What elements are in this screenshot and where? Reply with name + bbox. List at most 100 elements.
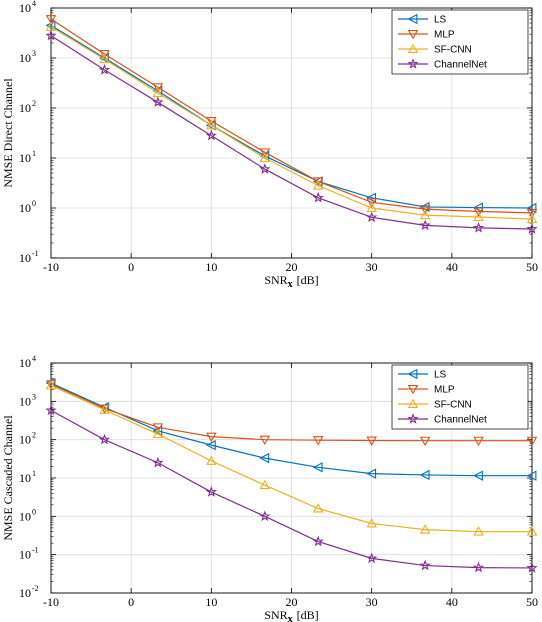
y-tick-label: 10 3 bbox=[19, 392, 36, 408]
data-point bbox=[152, 87, 164, 97]
data-point bbox=[419, 524, 431, 534]
data-point bbox=[312, 177, 324, 187]
data-point bbox=[259, 479, 271, 490]
series-channelnet bbox=[45, 404, 538, 573]
x-tick-label: 10 bbox=[205, 595, 217, 609]
series-channelnet bbox=[45, 29, 538, 234]
x-axis-label-main: SNR bbox=[264, 608, 287, 622]
y-tick-label: 10 4 bbox=[19, 0, 36, 15]
y-tick-exponent: 2 bbox=[32, 431, 36, 440]
legend-item-ls: LS bbox=[398, 368, 447, 381]
data-point bbox=[259, 452, 270, 464]
x-tick-label: 40 bbox=[446, 595, 458, 609]
y-tick-label: 10 4 bbox=[19, 354, 36, 370]
legend-label: ChannelNet bbox=[434, 60, 487, 71]
legend-marker bbox=[407, 58, 419, 69]
y-tick-exponent: 3 bbox=[32, 392, 36, 401]
y-tick-base: 10 bbox=[19, 509, 31, 523]
legend-label: MLP bbox=[434, 385, 455, 396]
y-tick-exponent: -1 bbox=[32, 249, 39, 258]
legend-box bbox=[391, 9, 529, 75]
data-point bbox=[366, 198, 377, 208]
data-point bbox=[205, 129, 217, 141]
legend-item-channelnet: ChannelNet bbox=[398, 58, 487, 71]
series-mlp bbox=[45, 380, 538, 447]
legend-item-channelnet: ChannelNet bbox=[398, 413, 487, 426]
data-point bbox=[206, 432, 217, 443]
y-tick-exponent: 0 bbox=[32, 199, 36, 208]
data-point bbox=[152, 83, 164, 93]
data-point bbox=[473, 526, 484, 536]
data-point bbox=[366, 211, 378, 223]
y-tick-base: 10 bbox=[19, 394, 31, 408]
y-axis-label: NMSE Cascaded Channel bbox=[1, 415, 15, 541]
data-point bbox=[526, 223, 538, 234]
y-tick-label: 10 0 bbox=[19, 199, 36, 215]
y-tick-exponent: 1 bbox=[32, 149, 36, 158]
legend-item-mlp: MLP bbox=[398, 385, 455, 396]
data-point bbox=[473, 211, 484, 222]
legend-marker bbox=[407, 398, 419, 408]
data-point bbox=[206, 119, 217, 130]
data-point bbox=[473, 436, 484, 447]
y-tick-label: 10 -1 bbox=[19, 546, 39, 562]
data-point bbox=[259, 163, 271, 174]
y-tick-label: 10 2 bbox=[19, 99, 36, 115]
x-axis-label: SNRx [dB] bbox=[264, 273, 318, 290]
data-point bbox=[526, 562, 538, 573]
legend-box bbox=[391, 364, 529, 430]
x-tick-label: 40 bbox=[446, 260, 458, 274]
data-point bbox=[526, 202, 537, 214]
data-point bbox=[312, 436, 324, 446]
series-line bbox=[50, 35, 533, 230]
data-point bbox=[419, 209, 431, 220]
data-point bbox=[472, 222, 485, 233]
y-tick-base: 10 bbox=[19, 471, 31, 485]
y-axis-label: NMSE Direct Channel bbox=[1, 78, 15, 188]
data-point bbox=[526, 213, 538, 224]
series-line bbox=[50, 382, 532, 477]
legend-label: LS bbox=[434, 370, 447, 381]
data-point bbox=[45, 29, 57, 41]
y-tick-label: 10 1 bbox=[19, 149, 36, 165]
legend-marker bbox=[407, 43, 419, 53]
data-point bbox=[312, 462, 323, 473]
x-axis-label-unit: [dB] bbox=[297, 273, 319, 287]
data-point bbox=[526, 436, 538, 447]
y-tick-base: 10 bbox=[19, 251, 31, 265]
data-point bbox=[205, 120, 216, 131]
data-point bbox=[45, 15, 57, 25]
y-tick-exponent: -1 bbox=[32, 546, 39, 555]
x-tick-label: 30 bbox=[366, 595, 378, 609]
legend-item-sf-cnn: SF-CNN bbox=[398, 398, 472, 411]
x-tick-label: 30 bbox=[366, 260, 378, 274]
data-point bbox=[99, 404, 110, 414]
x-tick-label: -10 bbox=[43, 595, 59, 609]
y-tick-exponent: 2 bbox=[32, 99, 36, 108]
data-point bbox=[205, 439, 216, 451]
y-tick-label: 10 -1 bbox=[19, 249, 39, 265]
x-axis-label: SNRx [dB] bbox=[264, 608, 318, 622]
y-tick-base: 10 bbox=[19, 101, 31, 115]
data-point bbox=[419, 559, 431, 571]
series-line bbox=[50, 18, 533, 214]
y-tick-base: 10 bbox=[19, 51, 31, 65]
data-point bbox=[366, 552, 378, 564]
legend-marker bbox=[407, 385, 419, 395]
data-point bbox=[152, 428, 164, 439]
y-tick-exponent: 1 bbox=[32, 469, 36, 478]
data-point bbox=[366, 202, 377, 212]
data-point bbox=[312, 176, 323, 187]
data-point bbox=[366, 518, 377, 528]
legend-label: LS bbox=[434, 15, 447, 26]
data-point bbox=[526, 208, 538, 219]
legend-item-sf-cnn: SF-CNN bbox=[398, 43, 472, 56]
y-tick-label: 10 0 bbox=[19, 507, 36, 523]
series-line bbox=[50, 24, 533, 209]
y-tick-base: 10 bbox=[19, 356, 31, 370]
data-point bbox=[419, 469, 430, 481]
legend-item-mlp: MLP bbox=[398, 30, 455, 41]
data-point bbox=[419, 436, 431, 447]
y-tick-label: 10 3 bbox=[19, 49, 36, 65]
